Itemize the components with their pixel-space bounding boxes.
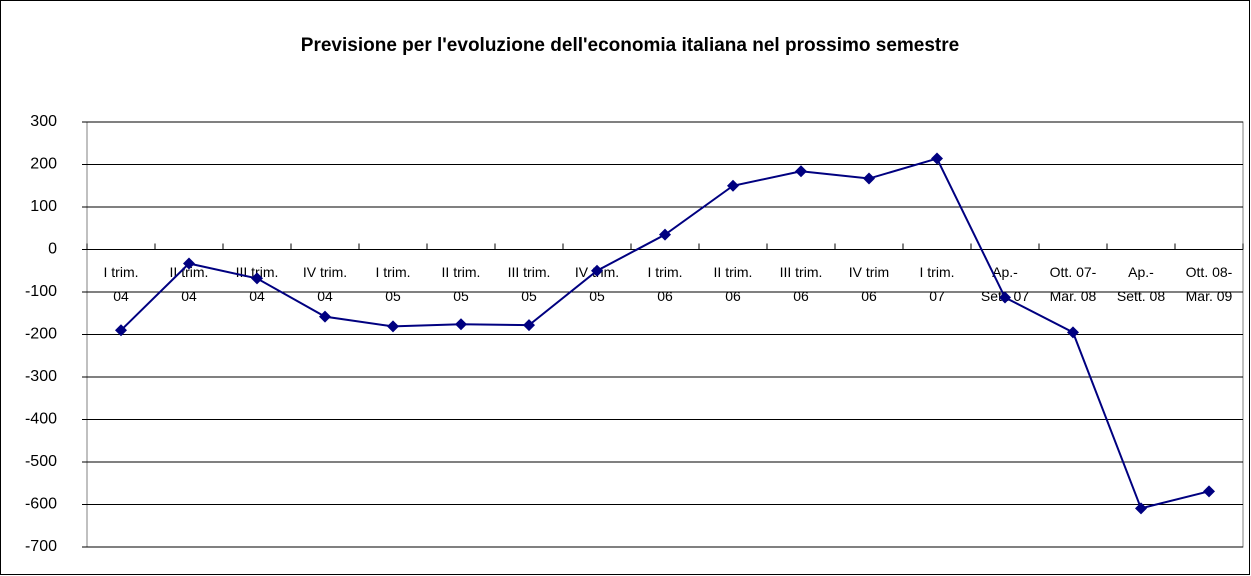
x-tick-label: II trim.	[170, 264, 209, 280]
x-tick-label: I trim.	[376, 264, 411, 280]
y-tick-label: -700	[25, 538, 57, 555]
marker	[999, 291, 1011, 304]
x-tick-label: 05	[589, 288, 605, 304]
x-tick-label: IV trim.	[303, 264, 347, 280]
y-tick-label: -500	[25, 453, 57, 470]
x-tick-label: Ott. 08-	[1186, 264, 1233, 280]
x-tick-label: Ap.-	[1128, 264, 1154, 280]
y-tick-label: -100	[25, 283, 57, 300]
x-tick-label: Mar. 08	[1050, 288, 1097, 304]
x-tick-label: III trim.	[780, 264, 823, 280]
marker	[1203, 485, 1215, 498]
marker	[591, 264, 603, 277]
x-tick-label: 04	[317, 288, 333, 304]
x-tick-label: Mar. 09	[1186, 288, 1233, 304]
y-tick-label: 100	[30, 198, 57, 215]
marker	[727, 179, 739, 192]
y-tick-label: 300	[30, 113, 57, 130]
x-tick-label: Sett. 08	[1117, 288, 1165, 304]
y-tick-label: -600	[25, 496, 57, 513]
x-tick-label: 05	[521, 288, 537, 304]
marker	[1135, 502, 1147, 515]
marker	[863, 172, 875, 185]
y-tick-label: 0	[48, 241, 57, 258]
x-tick-label: I trim.	[104, 264, 139, 280]
marker	[319, 310, 331, 323]
x-tick-label: Ott. 07-	[1050, 264, 1097, 280]
x-tick-label: I trim.	[920, 264, 955, 280]
x-tick-label: 05	[453, 288, 469, 304]
x-tick-label: 06	[657, 288, 673, 304]
marker	[523, 319, 535, 332]
chart-title: Previsione per l'evoluzione dell'economi…	[301, 35, 959, 56]
y-tick-label: 200	[30, 156, 57, 173]
x-tick-label: 04	[113, 288, 129, 304]
marker	[1067, 326, 1079, 339]
x-tick-label: 04	[181, 288, 197, 304]
x-tick-label: II trim.	[714, 264, 753, 280]
marker	[795, 165, 807, 178]
marker	[115, 324, 127, 337]
x-tick-label: I trim.	[648, 264, 683, 280]
x-tick-label: Ap.-	[992, 264, 1018, 280]
marker	[931, 152, 943, 165]
x-tick-label: 06	[793, 288, 809, 304]
y-tick-label: -300	[25, 368, 57, 385]
x-tick-label: 07	[929, 288, 945, 304]
x-tick-label: 04	[249, 288, 265, 304]
marker	[659, 228, 671, 241]
x-tick-label: IV trim	[849, 264, 889, 280]
marker	[387, 320, 399, 333]
y-tick-label: -400	[25, 411, 57, 428]
x-tick-label: III trim.	[508, 264, 551, 280]
x-tick-label: 06	[861, 288, 877, 304]
x-tick-label: II trim.	[442, 264, 481, 280]
x-tick-label: 06	[725, 288, 741, 304]
marker	[183, 257, 195, 270]
marker	[455, 318, 467, 331]
x-tick-label: 05	[385, 288, 401, 304]
y-tick-label: -200	[25, 326, 57, 343]
marker	[251, 272, 263, 285]
